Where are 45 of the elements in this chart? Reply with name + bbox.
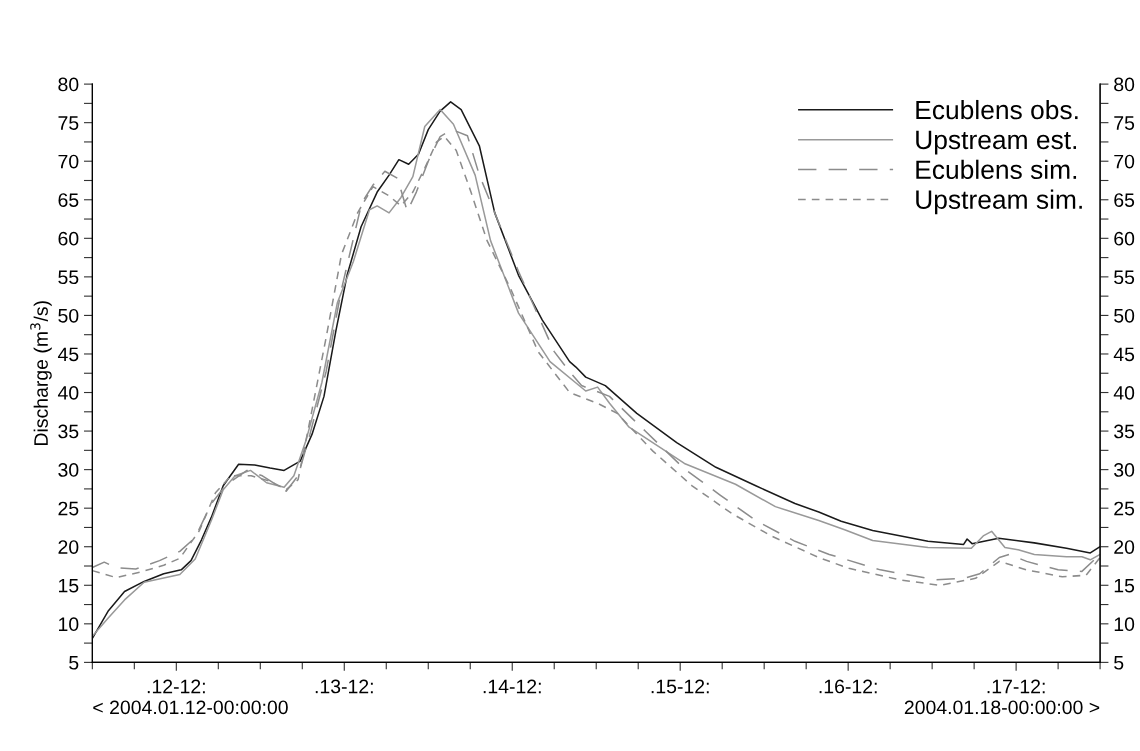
y2-tick-label: 60 — [1114, 231, 1135, 246]
y2-tick-label: 15 — [1114, 578, 1135, 593]
x-tick-label: .14-12: — [483, 679, 541, 694]
y-tick-label: 45 — [57, 347, 79, 362]
y-tick-label: 70 — [58, 154, 79, 169]
y2-tick-label: 75 — [1114, 116, 1135, 130]
y2-tick-label: 30 — [1114, 463, 1135, 477]
y-tick-label: 50 — [58, 308, 79, 323]
legend-label: Ecublens obs. — [916, 99, 1078, 120]
y2-tick-label: 20 — [1114, 540, 1135, 554]
y2-tick-label: 25 — [1114, 501, 1135, 516]
y2-tick-label: 70 — [1114, 154, 1135, 169]
y2-tick-label: 10 — [1114, 617, 1135, 632]
y-tick-label: 25 — [58, 501, 79, 516]
y2-tick-label: 55 — [1114, 270, 1135, 285]
y2-tick-label: 65 — [1114, 193, 1135, 207]
legend-label: Ecublens sim. — [916, 159, 1077, 180]
y2-tick-label: 45 — [1113, 347, 1135, 362]
y-tick-label: 20 — [58, 540, 79, 554]
text: 2004.01.18-00:00:00 > — [904, 700, 1100, 715]
y2-tick-label: 80 — [1114, 77, 1135, 92]
x-tick-label: .12-12: — [147, 679, 205, 694]
y-axis-title: Discharge (m$^{3}$/s) — [30, 301, 52, 445]
text: < 2004.01.12-00:00:00 — [93, 700, 288, 715]
y2-tick-label: 35 — [1114, 424, 1135, 439]
legend-label: Upstream sim. — [916, 189, 1082, 215]
y-tick-label: 5 — [69, 656, 79, 670]
y2-tick-label: 5 — [1114, 656, 1124, 670]
y-tick-label: 80 — [58, 77, 79, 92]
y-tick-label: 60 — [58, 231, 79, 246]
y-tick-label: 15 — [59, 578, 79, 593]
y-tick-label: 35 — [58, 424, 79, 439]
legend-label: Upstream est. — [916, 130, 1077, 155]
y-tick-label: 30 — [58, 463, 79, 477]
x-tick-label: .17-12: — [987, 679, 1045, 694]
y-tick-label: 65 — [58, 193, 79, 207]
x-tick-label: .15-12: — [651, 679, 709, 694]
x-tick-label: .16-12: — [819, 679, 877, 694]
y-tick-label: 10 — [59, 617, 79, 632]
y-tick-label: 40 — [57, 385, 79, 400]
x-tick-label: .13-12: — [315, 679, 373, 694]
y2-tick-label: 50 — [1114, 308, 1135, 323]
y-tick-label: 55 — [58, 270, 79, 285]
y-tick-label: 75 — [58, 116, 79, 130]
y2-tick-label: 40 — [1113, 385, 1135, 400]
